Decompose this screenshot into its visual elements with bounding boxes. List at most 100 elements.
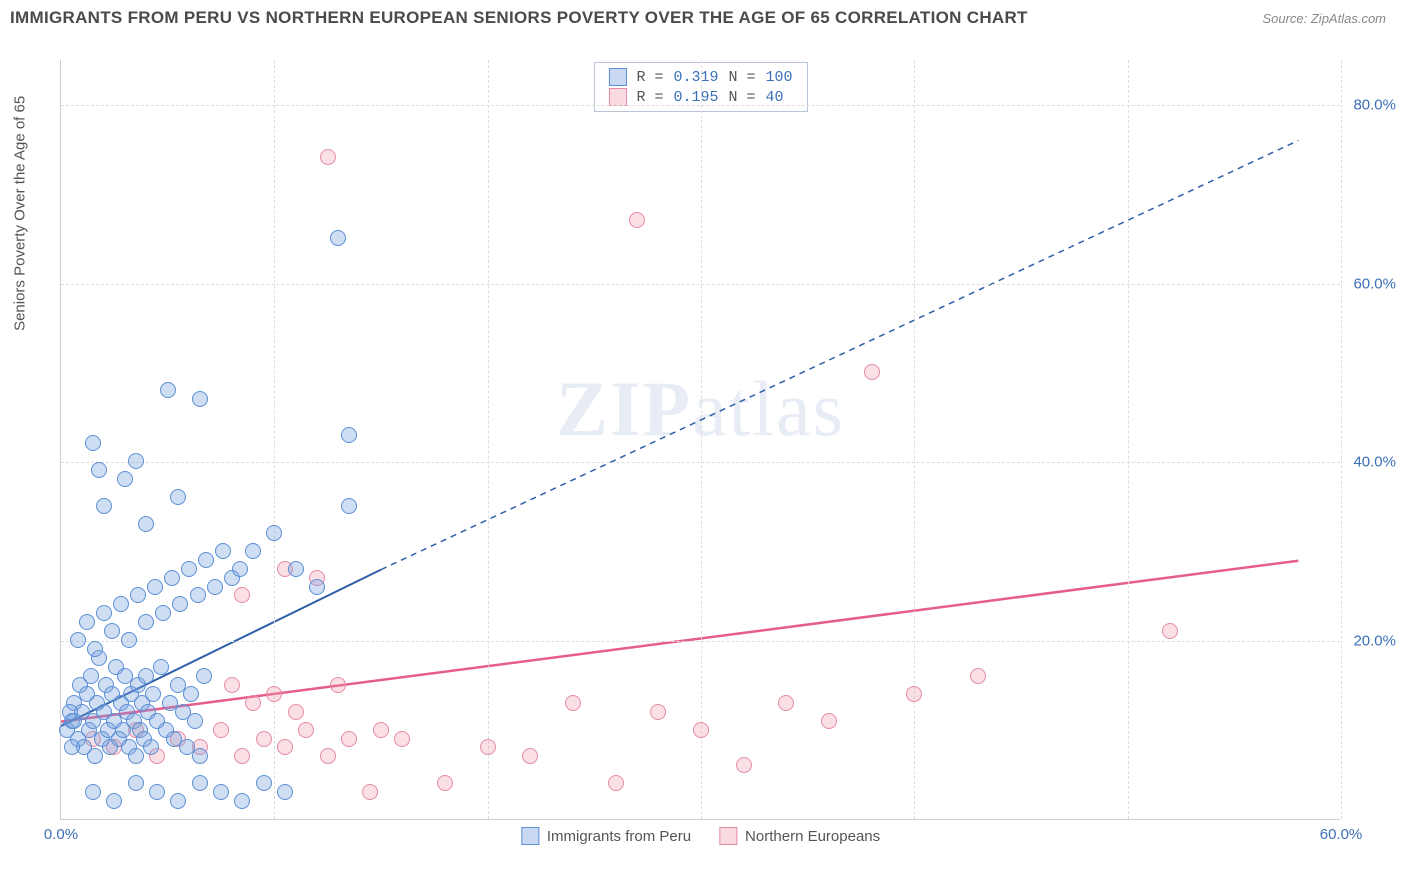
data-point — [96, 498, 112, 514]
data-point — [172, 596, 188, 612]
data-point — [113, 596, 129, 612]
data-point — [565, 695, 581, 711]
data-point — [330, 230, 346, 246]
data-point — [298, 722, 314, 738]
chart-source: Source: ZipAtlas.com — [1262, 11, 1386, 26]
data-point — [266, 525, 282, 541]
data-point — [128, 748, 144, 764]
data-point — [341, 731, 357, 747]
data-point — [181, 561, 197, 577]
data-point — [155, 605, 171, 621]
data-point — [736, 757, 752, 773]
data-point — [143, 739, 159, 755]
chart-header: IMMIGRANTS FROM PERU VS NORTHERN EUROPEA… — [0, 0, 1406, 32]
swatch-pink-icon — [608, 88, 626, 106]
data-point — [70, 632, 86, 648]
data-point — [192, 748, 208, 764]
data-point — [196, 668, 212, 684]
stat-n-value: 40 — [766, 89, 784, 106]
grid-v-line — [1341, 60, 1342, 819]
data-point — [128, 775, 144, 791]
grid-v-line — [274, 60, 275, 819]
data-point — [121, 632, 137, 648]
stat-n-label: N = — [729, 89, 756, 106]
x-tick-label: 60.0% — [1320, 826, 1363, 843]
data-point — [373, 722, 389, 738]
data-point — [79, 614, 95, 630]
data-point — [87, 748, 103, 764]
data-point — [104, 623, 120, 639]
grid-v-line — [1128, 60, 1129, 819]
data-point — [187, 713, 203, 729]
data-point — [480, 739, 496, 755]
data-point — [83, 668, 99, 684]
swatch-blue-icon — [521, 827, 539, 845]
data-point — [650, 704, 666, 720]
data-point — [183, 686, 199, 702]
data-point — [256, 775, 272, 791]
y-axis-label: Seniors Poverty Over the Age of 65 — [12, 96, 29, 331]
data-point — [192, 775, 208, 791]
data-point — [192, 391, 208, 407]
data-point — [1162, 623, 1178, 639]
data-point — [170, 489, 186, 505]
data-point — [288, 561, 304, 577]
data-point — [91, 462, 107, 478]
stat-r-value: 0.319 — [673, 69, 718, 86]
data-point — [215, 543, 231, 559]
data-point — [64, 739, 80, 755]
data-point — [277, 784, 293, 800]
data-point — [96, 605, 112, 621]
data-point — [693, 722, 709, 738]
data-point — [309, 579, 325, 595]
data-point — [207, 579, 223, 595]
data-point — [277, 739, 293, 755]
data-point — [190, 587, 206, 603]
data-point — [234, 793, 250, 809]
data-point — [128, 453, 144, 469]
y-tick-label: 40.0% — [1353, 454, 1396, 471]
data-point — [85, 435, 101, 451]
data-point — [394, 731, 410, 747]
legend-label: Immigrants from Peru — [547, 828, 691, 845]
legend-item-blue: Immigrants from Peru — [521, 827, 691, 845]
chart-container: Seniors Poverty Over the Age of 65 ZIPat… — [50, 40, 1386, 840]
data-point — [153, 659, 169, 675]
data-point — [164, 570, 180, 586]
legend-label: Northern Europeans — [745, 828, 880, 845]
grid-v-line — [914, 60, 915, 819]
data-point — [864, 364, 880, 380]
data-point — [145, 686, 161, 702]
plot-area: ZIPatlas R = 0.319 N = 100 R = 0.195 N =… — [60, 60, 1340, 820]
data-point — [234, 587, 250, 603]
y-tick-label: 80.0% — [1353, 96, 1396, 113]
data-point — [629, 212, 645, 228]
data-point — [234, 748, 250, 764]
stat-r-label: R = — [636, 89, 663, 106]
data-point — [821, 713, 837, 729]
data-point — [232, 561, 248, 577]
data-point — [160, 382, 176, 398]
data-point — [256, 731, 272, 747]
bottom-legend: Immigrants from Peru Northern Europeans — [521, 827, 880, 845]
data-point — [330, 677, 346, 693]
data-point — [970, 668, 986, 684]
stat-n-value: 100 — [766, 69, 793, 86]
data-point — [906, 686, 922, 702]
data-point — [320, 748, 336, 764]
data-point — [608, 775, 624, 791]
data-point — [778, 695, 794, 711]
grid-v-line — [488, 60, 489, 819]
stat-r-label: R = — [636, 69, 663, 86]
data-point — [66, 713, 82, 729]
stat-n-label: N = — [729, 69, 756, 86]
data-point — [341, 498, 357, 514]
legend-item-pink: Northern Europeans — [719, 827, 880, 845]
swatch-pink-icon — [719, 827, 737, 845]
data-point — [85, 784, 101, 800]
data-point — [362, 784, 378, 800]
data-point — [213, 722, 229, 738]
data-point — [130, 587, 146, 603]
data-point — [138, 614, 154, 630]
y-tick-label: 60.0% — [1353, 275, 1396, 292]
